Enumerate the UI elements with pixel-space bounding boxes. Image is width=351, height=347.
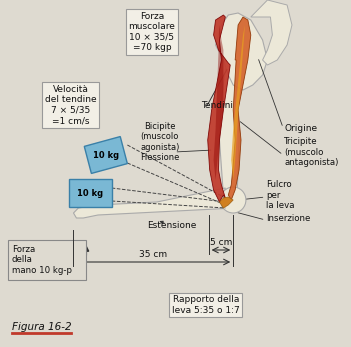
Polygon shape [219,55,239,195]
Text: Tendini: Tendini [201,101,233,110]
Polygon shape [84,137,127,174]
Text: 5 cm: 5 cm [210,238,232,247]
Text: Tricipite
(muscolo
antagonista): Tricipite (muscolo antagonista) [284,137,338,167]
Circle shape [220,187,246,213]
Text: Forza
muscolare
10 × 35/5
=70 kgp: Forza muscolare 10 × 35/5 =70 kgp [128,12,175,52]
Text: Velocità
del tendine
7 × 5/35
=1 cm/s: Velocità del tendine 7 × 5/35 =1 cm/s [45,85,97,125]
Text: 35 cm: 35 cm [139,250,167,259]
Polygon shape [73,188,239,218]
Text: 10 kg: 10 kg [77,188,103,197]
Text: Fulcro
per
la leva: Fulcro per la leva [266,180,295,210]
FancyBboxPatch shape [8,240,86,280]
Text: Forza
della
mano 10 kg-p: Forza della mano 10 kg-p [12,245,72,275]
FancyBboxPatch shape [68,179,112,207]
Text: Figura 16-2: Figura 16-2 [12,322,71,332]
Polygon shape [216,13,267,90]
Polygon shape [251,0,292,65]
Polygon shape [219,197,233,208]
Text: Estensione: Estensione [147,220,196,229]
Text: 10 kg: 10 kg [93,151,119,160]
Text: Inserzione: Inserzione [266,213,311,222]
Text: Rapporto della
leva 5:35 o 1:7: Rapporto della leva 5:35 o 1:7 [172,295,240,315]
Polygon shape [208,15,230,202]
Text: Origine: Origine [284,124,317,133]
Polygon shape [231,25,245,180]
Polygon shape [228,17,251,200]
Text: Bicipite
(muscolo
agonista)
Flessione: Bicipite (muscolo agonista) Flessione [140,122,179,162]
Polygon shape [214,25,223,180]
